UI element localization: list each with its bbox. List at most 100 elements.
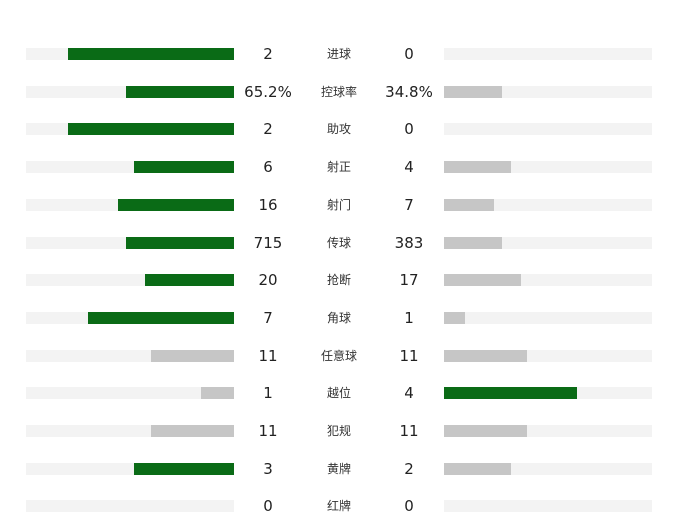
away-bar-fill [444, 312, 465, 324]
home-bar-fill [201, 387, 234, 399]
home-value: 3 [263, 460, 273, 478]
home-value: 11 [258, 347, 278, 365]
away-value: 11 [399, 347, 419, 365]
home-value: 0 [263, 497, 273, 515]
home-bar-track [26, 237, 234, 249]
away-value: 0 [404, 45, 414, 63]
stat-label: 传球 [326, 236, 351, 250]
away-value: 1 [404, 309, 414, 327]
away-bar-track [444, 463, 652, 475]
away-value: 4 [404, 384, 414, 402]
away-bar-fill [444, 161, 511, 173]
away-bar-track [444, 86, 652, 98]
stat-label: 射正 [326, 160, 351, 174]
stat-row: 16 射门 7 [0, 190, 698, 220]
stat-label: 抢断 [326, 273, 351, 287]
stat-row: 7 角球 1 [0, 303, 698, 333]
away-bar-fill [444, 425, 527, 437]
away-bar-fill [444, 350, 527, 362]
home-bar-track [26, 48, 234, 60]
home-bar-fill [88, 312, 234, 324]
stat-row: 0 红牌 0 [0, 491, 698, 521]
home-bar-fill [68, 48, 234, 60]
stat-label: 射门 [326, 198, 351, 212]
away-value: 34.8% [385, 83, 433, 101]
away-bar-fill [444, 199, 494, 211]
away-value: 383 [394, 234, 424, 252]
away-bar-fill [444, 274, 521, 286]
home-value: 2 [263, 45, 273, 63]
away-bar-fill [444, 463, 511, 475]
stat-row: 20 抢断 17 [0, 265, 698, 295]
stat-label: 助攻 [326, 122, 351, 136]
home-bar-fill [118, 199, 234, 211]
away-bar-track [444, 500, 652, 512]
away-value: 0 [404, 497, 414, 515]
stat-row: 3 黄牌 2 [0, 454, 698, 484]
home-value: 20 [258, 271, 278, 289]
home-bar-track [26, 199, 234, 211]
stat-label: 角球 [326, 311, 351, 325]
home-value: 65.2% [244, 83, 292, 101]
away-value: 2 [404, 460, 414, 478]
home-bar-fill [151, 425, 234, 437]
away-bar-track [444, 312, 652, 324]
home-value: 715 [253, 234, 283, 252]
away-value: 4 [404, 158, 414, 176]
away-bar-track [444, 123, 652, 135]
home-bar-track [26, 312, 234, 324]
home-value: 7 [263, 309, 273, 327]
stat-row: 1 越位 4 [0, 378, 698, 408]
away-bar-fill [444, 387, 577, 399]
home-bar-track [26, 86, 234, 98]
home-value: 11 [258, 422, 278, 440]
away-bar-track [444, 387, 652, 399]
stat-label: 进球 [326, 47, 351, 61]
stat-row: 2 助攻 0 [0, 114, 698, 144]
home-bar-fill [126, 86, 234, 98]
home-bar-fill [145, 274, 234, 286]
stat-label: 控球率 [320, 85, 357, 99]
away-bar-fill [444, 86, 502, 98]
stat-row: 11 任意球 11 [0, 341, 698, 371]
stat-label: 犯规 [326, 424, 351, 438]
stat-label: 黄牌 [326, 462, 351, 476]
home-bar-track [26, 274, 234, 286]
home-value: 16 [258, 196, 278, 214]
away-value: 17 [399, 271, 419, 289]
home-value: 1 [263, 384, 273, 402]
away-bar-track [444, 237, 652, 249]
away-bar-track [444, 48, 652, 60]
stat-row: 2 进球 0 [0, 39, 698, 69]
home-value: 2 [263, 120, 273, 138]
home-bar-fill [68, 123, 234, 135]
away-bar-track [444, 161, 652, 173]
stat-label: 红牌 [326, 499, 351, 513]
home-bar-track [26, 161, 234, 173]
away-bar-track [444, 199, 652, 211]
away-bar-fill [444, 237, 502, 249]
away-value: 11 [399, 422, 419, 440]
stat-label: 越位 [326, 386, 351, 400]
home-bar-track [26, 123, 234, 135]
away-bar-track [444, 274, 652, 286]
home-bar-track [26, 463, 234, 475]
stat-row: 715 传球 383 [0, 228, 698, 258]
away-bar-track [444, 350, 652, 362]
home-bar-fill [151, 350, 234, 362]
away-value: 7 [404, 196, 414, 214]
home-value: 6 [263, 158, 273, 176]
home-bar-fill [126, 237, 234, 249]
home-bar-fill [134, 463, 234, 475]
away-bar-track [444, 425, 652, 437]
home-bar-fill [134, 161, 234, 173]
stat-row: 11 犯规 11 [0, 416, 698, 446]
home-bar-track [26, 350, 234, 362]
stat-row: 6 射正 4 [0, 152, 698, 182]
home-bar-track [26, 500, 234, 512]
home-bar-track [26, 425, 234, 437]
stat-label: 任意球 [320, 349, 357, 363]
away-value: 0 [404, 120, 414, 138]
home-bar-track [26, 387, 234, 399]
